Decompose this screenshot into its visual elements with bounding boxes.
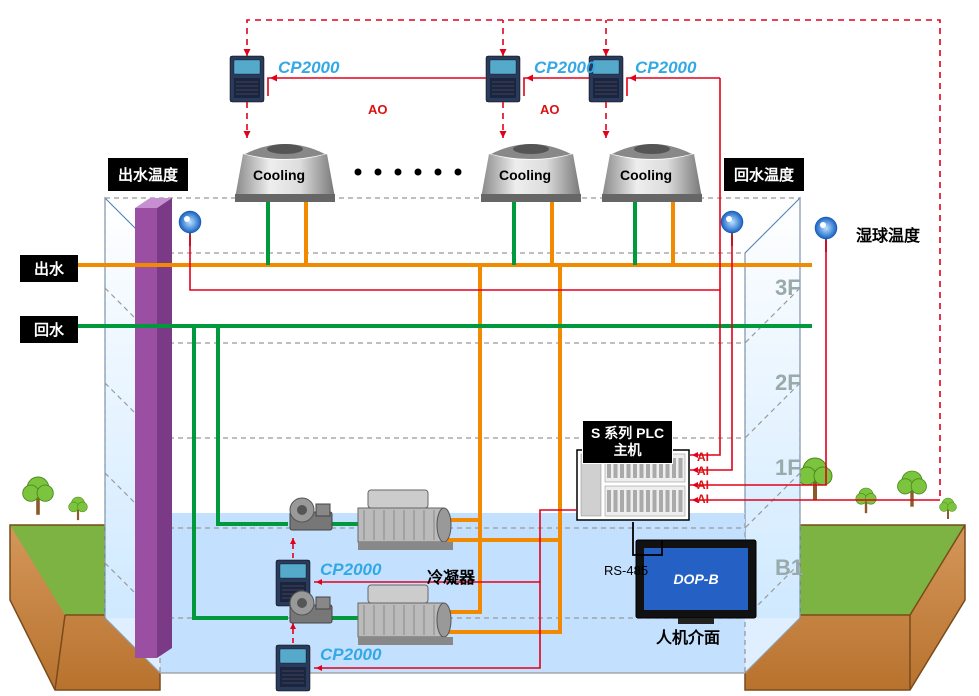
cp2000-label: CP2000 [635,58,696,78]
ao-label: AO [368,102,388,117]
outlet-temp-label: 出水温度 [108,158,188,191]
cooling-label: Cooling [499,167,551,183]
cp2000-label: CP2000 [534,58,595,78]
vfd-drive [230,56,264,102]
cp2000-label: CP2000 [278,58,339,78]
svg-text:DOP-B: DOP-B [673,571,718,587]
ai-label: AI [697,450,709,464]
return-temp-label: 回水温度 [724,158,804,191]
cp2000-label: CP2000 [320,560,381,580]
cooling-label: Cooling [620,167,672,183]
floor-2f: 2F [775,370,801,396]
outlet-label: 出水 [20,255,78,282]
tree-icon [23,477,54,515]
cooling-label: Cooling [253,167,305,183]
ao-label: AO [540,102,560,117]
wetbulb-label: 湿球温度 [856,222,920,246]
tree-icon [69,497,88,520]
floor-b1: B1 [775,555,803,581]
rs485-label: RS-485 [604,563,648,578]
hmi-screen: DOP-B [636,540,756,624]
tree-icon [798,458,832,500]
tree-icon [898,471,927,507]
return-label: 回水 [20,316,78,343]
plc-label: S 系列 PLC主机 [582,420,673,464]
ai-label: AI [697,492,709,506]
tree-icon [940,498,957,519]
chiller [358,490,453,550]
hmi-label: 人机介面 [656,624,720,648]
cp2000-label: CP2000 [320,645,381,665]
floor-1f: 1F [775,455,801,481]
condenser-label: 冷凝器 [427,564,475,588]
ai-label: AI [697,478,709,492]
vfd-drive [486,56,520,102]
vfd-drive [276,645,310,691]
floor-3f: 3F [775,275,801,301]
ai-label: AI [697,464,709,478]
pump [290,498,332,530]
